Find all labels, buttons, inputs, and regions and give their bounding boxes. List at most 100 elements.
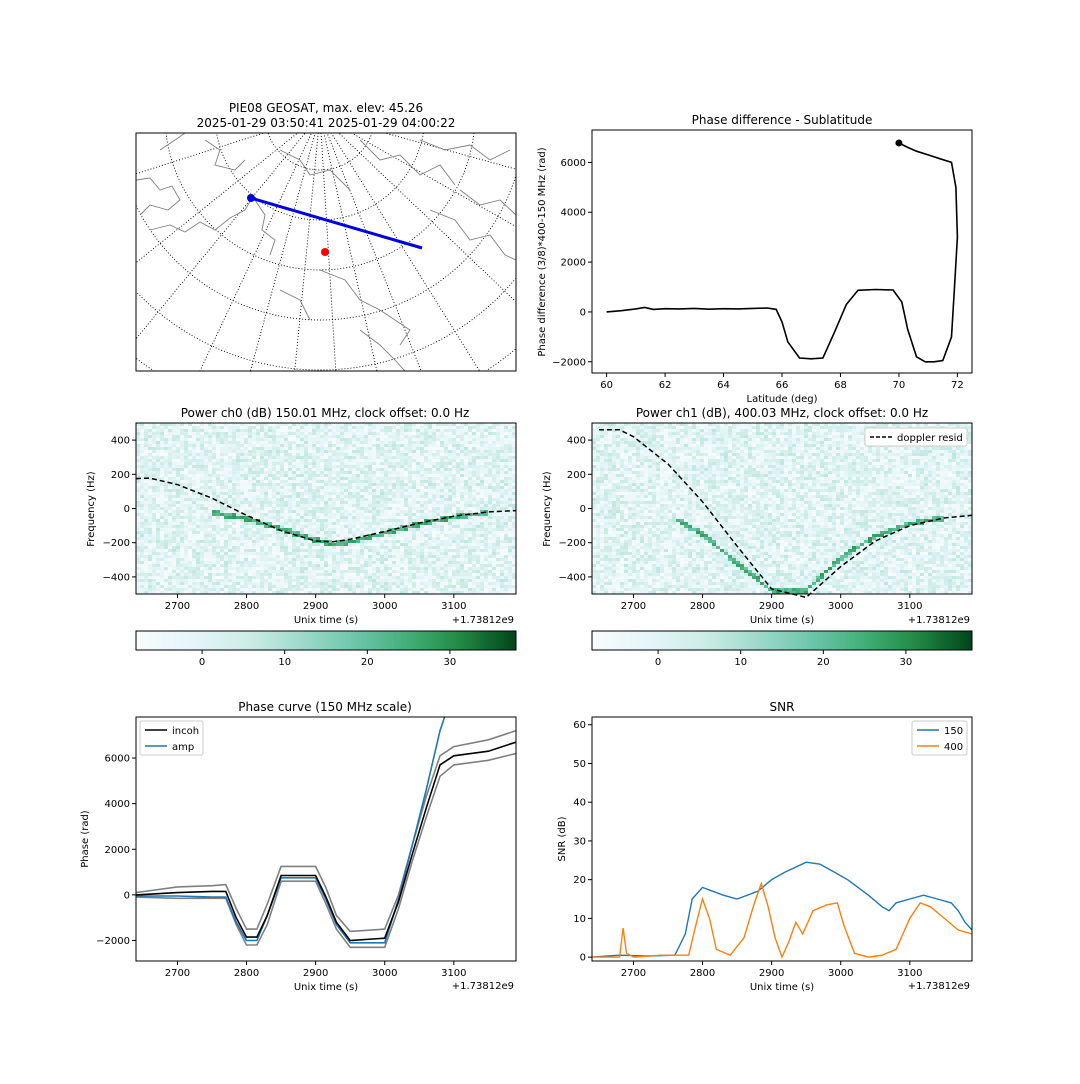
heatmap-cell: [364, 462, 368, 465]
heatmap-cell: [272, 570, 276, 573]
heatmap-cell: [312, 465, 316, 468]
heatmap-cell: [368, 561, 372, 564]
heatmap-cell: [476, 447, 480, 450]
heatmap-cell: [180, 555, 184, 558]
heatmap-cell: [428, 549, 432, 552]
heatmap-cell: [448, 531, 452, 534]
heatmap-cell: [208, 450, 212, 453]
heatmap-cell: [440, 462, 444, 465]
heatmap-cell: [276, 564, 280, 567]
heatmap-cell: [476, 543, 480, 546]
heatmap-cell: [456, 441, 460, 444]
heatmap-cell: [360, 567, 364, 570]
heatmap-cell: [168, 477, 172, 480]
heatmap-cell: [260, 525, 264, 528]
heatmap-cell: [432, 471, 436, 474]
heatmap-cell: [396, 471, 400, 474]
heatmap-cell: [196, 480, 200, 483]
heatmap-cell: [320, 474, 324, 477]
heatmap-cell: [404, 579, 408, 582]
heatmap-cell: [172, 564, 176, 567]
heatmap-cell: [268, 480, 272, 483]
heatmap-cell: [332, 528, 336, 531]
heatmap-cell: [288, 501, 292, 504]
heatmap-cell: [356, 507, 360, 510]
heatmap-cell: [356, 426, 360, 429]
heatmap-cell: [420, 489, 424, 492]
heatmap-cell: [432, 435, 436, 438]
heatmap-cell: [376, 456, 380, 459]
heatmap-cell: [404, 573, 408, 576]
phase-sublat-plot-area[interactable]: [592, 130, 972, 373]
heatmap-cell: [296, 501, 300, 504]
heatmap-cell: [160, 561, 164, 564]
heatmap-cell: [180, 495, 184, 498]
heatmap-cell: [364, 435, 368, 438]
heatmap-cell: [344, 429, 348, 432]
heatmap-cell: [396, 555, 400, 558]
heatmap-cell: [456, 534, 460, 537]
heatmap-cell: [264, 576, 268, 579]
heatmap-cell: [412, 546, 416, 549]
heatmap-cell: [284, 456, 288, 459]
heatmap-cell: [320, 486, 324, 489]
heatmap-cell: [404, 450, 408, 453]
heatmap-cell: [368, 441, 372, 444]
heatmap-cell: [348, 561, 352, 564]
heatmap-cell: [320, 510, 324, 513]
heatmap-cell: [168, 564, 172, 567]
heatmap-cell: [408, 582, 412, 585]
heatmap-cell: [320, 432, 324, 435]
heatmap-cell: [160, 453, 164, 456]
heatmap-cell: [420, 540, 424, 543]
heatmap-cell: [468, 549, 472, 552]
heatmap-cell: [244, 582, 248, 585]
heatmap-cell: [236, 426, 240, 429]
heatmap-cell: [280, 573, 284, 576]
heatmap-cell: [304, 519, 308, 522]
heatmap-cell: [172, 522, 176, 525]
heatmap-cell: [460, 558, 464, 561]
heatmap-cell: [412, 507, 416, 510]
heatmap-cell: [340, 429, 344, 432]
heatmap-cell: [464, 564, 468, 567]
heatmap-cell: [240, 426, 244, 429]
heatmap-cell: [460, 429, 464, 432]
heatmap-cell: [248, 519, 252, 522]
heatmap-cell: [184, 516, 188, 519]
heatmap-cell: [344, 510, 348, 513]
heatmap-cell: [452, 519, 456, 522]
heatmap-cell: [156, 498, 160, 501]
heatmap-cell: [204, 507, 208, 510]
power-ch0-heatmap[interactable]: [136, 423, 516, 594]
heatmap-cell: [452, 528, 456, 531]
heatmap-cell: [356, 453, 360, 456]
heatmap-cell: [288, 552, 292, 555]
heatmap-cell: [188, 585, 192, 588]
heatmap-cell: [324, 573, 328, 576]
heatmap-cell: [432, 477, 436, 480]
heatmap-cell: [272, 555, 276, 558]
heatmap-cell: [136, 522, 140, 525]
heatmap-cell: [328, 531, 332, 534]
heatmap-cell: [420, 441, 424, 444]
heatmap-cell: [328, 582, 332, 585]
heatmap-cell: [452, 570, 456, 573]
heatmap-cell: [344, 459, 348, 462]
heatmap-cell: [144, 450, 148, 453]
heatmap-cell: [244, 534, 248, 537]
heatmap-cell: [364, 432, 368, 435]
heatmap-cell: [144, 432, 148, 435]
heatmap-cell: [232, 567, 236, 570]
heatmap-cell: [176, 507, 180, 510]
heatmap-cell: [352, 495, 356, 498]
heatmap-cell: [400, 462, 404, 465]
heatmap-cell: [396, 456, 400, 459]
heatmap-cell: [168, 456, 172, 459]
heatmap-cell: [228, 549, 232, 552]
heatmap-cell: [204, 465, 208, 468]
heatmap-cell: [200, 549, 204, 552]
heatmap-cell: [220, 570, 224, 573]
heatmap-cell: [232, 432, 236, 435]
heatmap-cell: [280, 504, 284, 507]
